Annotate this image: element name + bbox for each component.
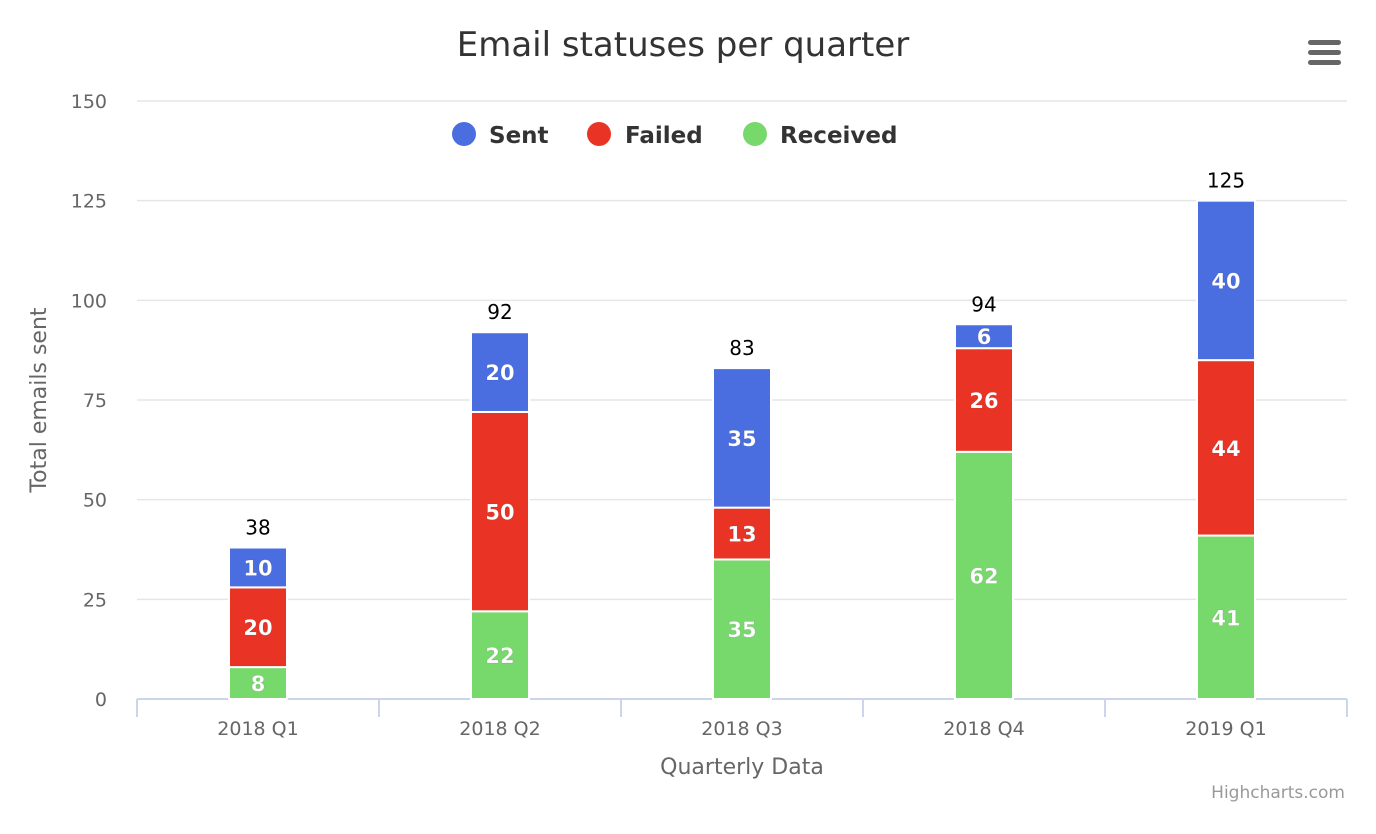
data-label-sent: 40 [1211, 269, 1240, 293]
stack-total-label: 83 [729, 336, 754, 360]
y-axis-tick-labels: 0 25 50 75 100 125 150 [71, 91, 107, 711]
y-tick-label: 25 [83, 589, 107, 611]
stack-total-label: 92 [487, 300, 512, 324]
y-tick-label: 125 [71, 191, 107, 213]
data-label-received: 41 [1211, 606, 1240, 630]
y-tick-label: 100 [71, 290, 107, 312]
credits-link[interactable]: Highcharts.com [1211, 783, 1345, 803]
data-label-sent: 10 [243, 556, 272, 580]
data-label-received: 22 [485, 644, 514, 668]
x-axis: 2018 Q1 2018 Q2 2018 Q3 2018 Q4 2019 Q1 [137, 699, 1347, 740]
x-tick-label: 2018 Q3 [701, 718, 782, 740]
legend-marker [587, 122, 611, 146]
legend-label: Failed [625, 123, 703, 149]
y-tick-label: 150 [71, 91, 107, 113]
data-label-received: 62 [969, 564, 998, 588]
data-label-sent: 20 [485, 361, 514, 385]
data-label-sent: 35 [727, 427, 756, 451]
data-label-received: 35 [727, 618, 756, 642]
data-label-received: 8 [251, 672, 266, 696]
hamburger-menu-icon[interactable] [1304, 36, 1344, 70]
legend-item-received[interactable]: Received [743, 122, 897, 149]
legend: Sent Failed Received [452, 122, 897, 149]
legend-item-sent[interactable]: Sent [452, 122, 549, 149]
legend-label: Sent [489, 123, 549, 149]
data-label-failed: 20 [243, 616, 272, 640]
data-label-sent: 6 [977, 325, 992, 349]
data-label-failed: 50 [485, 501, 514, 525]
x-tick-label: 2018 Q4 [943, 718, 1024, 740]
y-tick-label: 50 [83, 490, 107, 512]
x-tick-label: 2018 Q2 [459, 718, 540, 740]
x-tick-label: 2018 Q1 [217, 718, 298, 740]
x-tick-label: 2019 Q1 [1185, 718, 1266, 740]
stack-total-label: 38 [245, 516, 270, 540]
data-label-failed: 13 [727, 523, 756, 547]
data-label-failed: 26 [969, 389, 998, 413]
data-label-failed: 44 [1211, 437, 1240, 461]
x-axis-title: Quarterly Data [660, 755, 824, 780]
legend-item-failed[interactable]: Failed [587, 122, 703, 149]
y-tick-label: 75 [83, 390, 107, 412]
legend-label: Received [780, 123, 897, 149]
legend-marker [452, 122, 476, 146]
y-tick-label: 0 [95, 689, 107, 711]
legend-marker [743, 122, 767, 146]
y-axis-title: Total emails sent [27, 307, 52, 493]
chart-title: Email statuses per quarter [457, 25, 910, 65]
stack-total-label: 125 [1207, 169, 1245, 193]
stack-total-label: 94 [971, 292, 996, 316]
